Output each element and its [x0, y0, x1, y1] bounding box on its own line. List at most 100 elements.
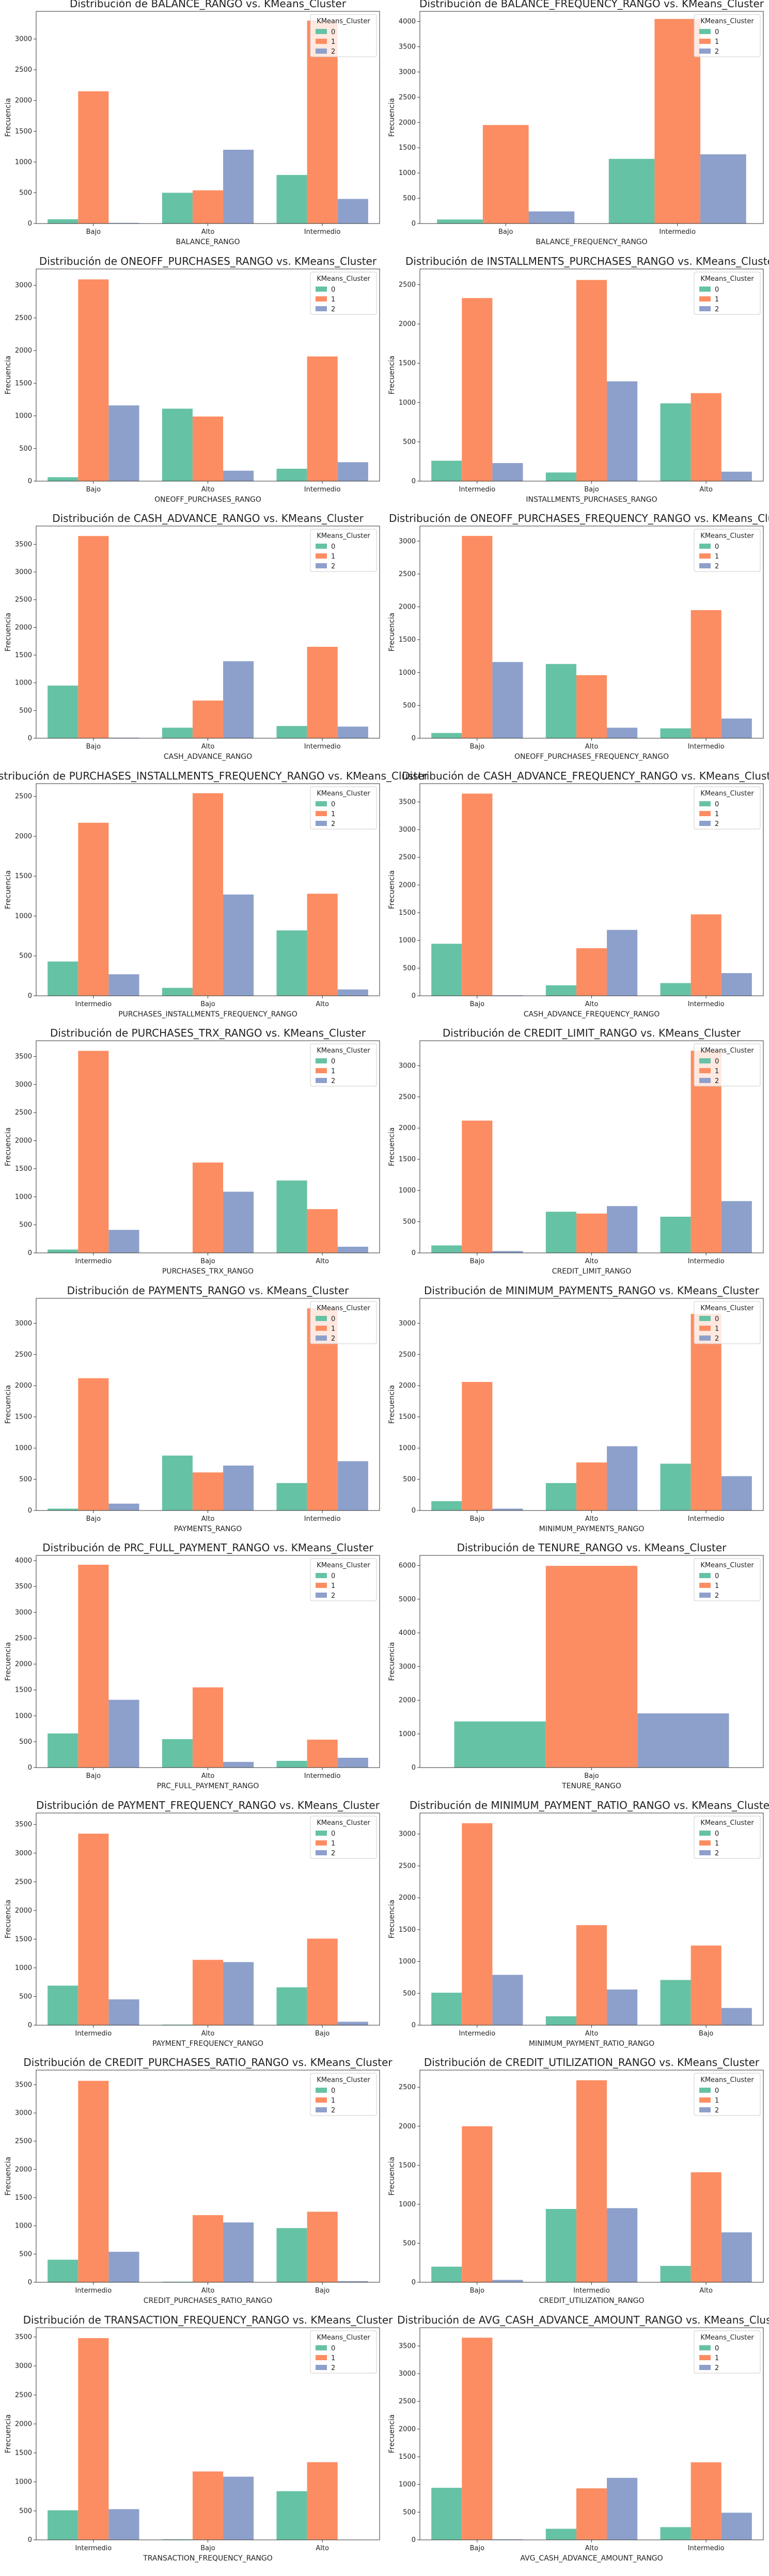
bar-cluster-0-Intermedio	[276, 1760, 307, 1768]
y-tick-label: 500	[19, 2250, 32, 2258]
bar-cluster-2-Intermedio	[721, 973, 752, 996]
bar-cluster-2-Bajo	[492, 1508, 523, 1510]
bar-cluster-1-Bajo	[307, 2212, 338, 2282]
legend-swatch-2	[699, 1078, 711, 1083]
chart-16: Distribución de CREDIT_PURCHASES_RATIO_R…	[4, 2056, 393, 2305]
bar-cluster-2-Alto	[721, 471, 752, 481]
y-tick-label: 1500	[15, 1687, 32, 1694]
chart-title: Distribución de BALANCE_FREQUENCY_RANGO …	[419, 0, 764, 10]
y-tick-label: 3000	[399, 1319, 416, 1327]
y-tick-label: 1000	[399, 2480, 416, 2488]
legend-box	[694, 1558, 761, 1601]
legend: KMeans_Cluster 0 1 2	[694, 272, 761, 314]
legend-label-2: 2	[331, 820, 335, 828]
y-tick-label: 2500	[15, 792, 32, 800]
chart-title: Distribución de INSTALLMENTS_PURCHASES_R…	[405, 255, 769, 267]
chart-title: Distribución de BALANCE_RANGO vs. KMeans…	[70, 0, 347, 10]
chart-title: Distribución de TRANSACTION_FREQUENCY_RA…	[23, 2314, 394, 2326]
y-axis-label: Frecuencia	[388, 355, 396, 394]
legend-swatch-1	[316, 1325, 327, 1331]
y-tick-label: 1000	[15, 1964, 32, 1971]
y-axis-label: Frecuencia	[388, 870, 396, 909]
bar-cluster-0-Bajo	[276, 2228, 307, 2282]
legend-label-2: 2	[715, 48, 719, 56]
y-tick-label: 0	[412, 1507, 416, 1515]
y-tick-label: 500	[19, 1221, 32, 1229]
legend-label-1: 1	[331, 38, 335, 46]
chart-title: Distribución de ONEOFF_PURCHASES_RANGO v…	[39, 255, 377, 267]
chart-11: Distribución de MINIMUM_PAYMENTS_RANGO v…	[388, 1284, 764, 1533]
bar-cluster-0-Bajo	[276, 1987, 307, 2025]
bar-cluster-2-Bajo	[492, 2280, 523, 2282]
plot-frame	[36, 11, 380, 224]
bar-cluster-1-Alto	[307, 893, 338, 996]
y-axis-label: Frecuencia	[4, 98, 12, 137]
chart-1: Distribución de BALANCE_FREQUENCY_RANGO …	[388, 0, 764, 246]
legend-label-0: 0	[331, 28, 335, 36]
bar-cluster-2-Alto	[607, 2477, 638, 2540]
y-tick-label: 1000	[399, 1958, 416, 1965]
y-axis-label: Frecuencia	[388, 1642, 396, 1681]
x-tick-label: Alto	[585, 2545, 599, 2552]
legend-swatch-1	[316, 39, 327, 44]
y-tick-label: 1000	[399, 1730, 416, 1738]
bar-cluster-0-Intermedio	[660, 982, 691, 996]
legend-label-1: 1	[715, 296, 719, 304]
legend-swatch-0	[699, 286, 711, 292]
y-tick-label: 1500	[399, 1413, 416, 1421]
x-tick-label: Intermedio	[75, 2287, 112, 2295]
y-tick-label: 1500	[399, 144, 416, 152]
bar-cluster-2-Intermedio	[108, 1230, 139, 1253]
bar-cluster-1-Bajo	[482, 125, 529, 224]
y-axis-label: Frecuencia	[388, 1385, 396, 1423]
legend-label-1: 1	[331, 553, 335, 561]
x-axis-label: AVG_CASH_ADVANCE_AMOUNT_RANGO	[520, 2554, 663, 2563]
bar-cluster-2-Bajo	[637, 1713, 729, 1768]
bar-cluster-2-Intermedio	[607, 2208, 638, 2282]
legend-label-1: 1	[331, 1840, 335, 1848]
legend-swatch-1	[699, 2355, 711, 2360]
y-tick-label: 500	[403, 2508, 416, 2516]
x-axis-label: PRC_FULL_PAYMENT_RANGO	[157, 1782, 259, 1790]
legend-swatch-2	[316, 1335, 327, 1341]
legend-swatch-1	[316, 296, 327, 301]
legend-title: KMeans_Cluster	[317, 1305, 370, 1312]
legend-label-2: 2	[715, 1850, 719, 1857]
x-tick-label: Alto	[316, 2545, 329, 2552]
x-tick-label: Alto	[585, 743, 599, 751]
y-tick-label: 0	[28, 478, 32, 485]
legend-label-1: 1	[331, 1582, 335, 1590]
legend-label-2: 2	[715, 1335, 719, 1343]
plot-frame	[419, 2070, 764, 2283]
legend-title: KMeans_Cluster	[700, 2076, 754, 2084]
chart-5: Distribución de ONEOFF_PURCHASES_FREQUEN…	[388, 512, 769, 761]
y-tick-label: 2500	[15, 1109, 32, 1117]
y-tick-label: 3000	[399, 537, 416, 545]
y-tick-label: 1500	[15, 2449, 32, 2457]
y-tick-label: 2000	[399, 1697, 416, 1705]
plot-frame	[419, 11, 764, 224]
bar-cluster-2-Alto	[337, 989, 368, 996]
legend-swatch-2	[316, 1593, 327, 1598]
x-tick-label: Alto	[585, 2030, 599, 2038]
x-axis-label: PURCHASES_TRX_RANGO	[162, 1267, 254, 1276]
bar-cluster-0-Bajo	[431, 2266, 462, 2282]
legend-label-2: 2	[715, 2364, 719, 2372]
bar-cluster-1-Alto	[192, 1959, 224, 2025]
x-tick-label: Bajo	[470, 743, 484, 751]
chart-19: Distribución de AVG_CASH_ADVANCE_AMOUNT_…	[388, 2314, 769, 2563]
bar-cluster-2-Intermedio	[700, 154, 746, 224]
x-axis-label: PAYMENT_FREQUENCY_RANGO	[152, 2040, 263, 2048]
x-tick-label: Alto	[201, 228, 215, 236]
bar-cluster-1-Intermedio	[307, 1739, 338, 1768]
y-tick-label: 1000	[15, 2478, 32, 2486]
x-tick-label: Intermedio	[688, 1258, 725, 1265]
bar-cluster-2-Bajo	[337, 2021, 368, 2025]
legend: KMeans_Cluster 0 1 2	[310, 786, 377, 829]
bar-cluster-0-Bajo	[431, 1245, 462, 1253]
legend-swatch-0	[699, 801, 711, 806]
y-tick-label: 2500	[15, 1350, 32, 1358]
bar-cluster-1-Intermedio	[690, 2462, 721, 2540]
y-tick-label: 2000	[399, 320, 416, 328]
legend: KMeans_Cluster 0 1 2	[310, 529, 377, 572]
